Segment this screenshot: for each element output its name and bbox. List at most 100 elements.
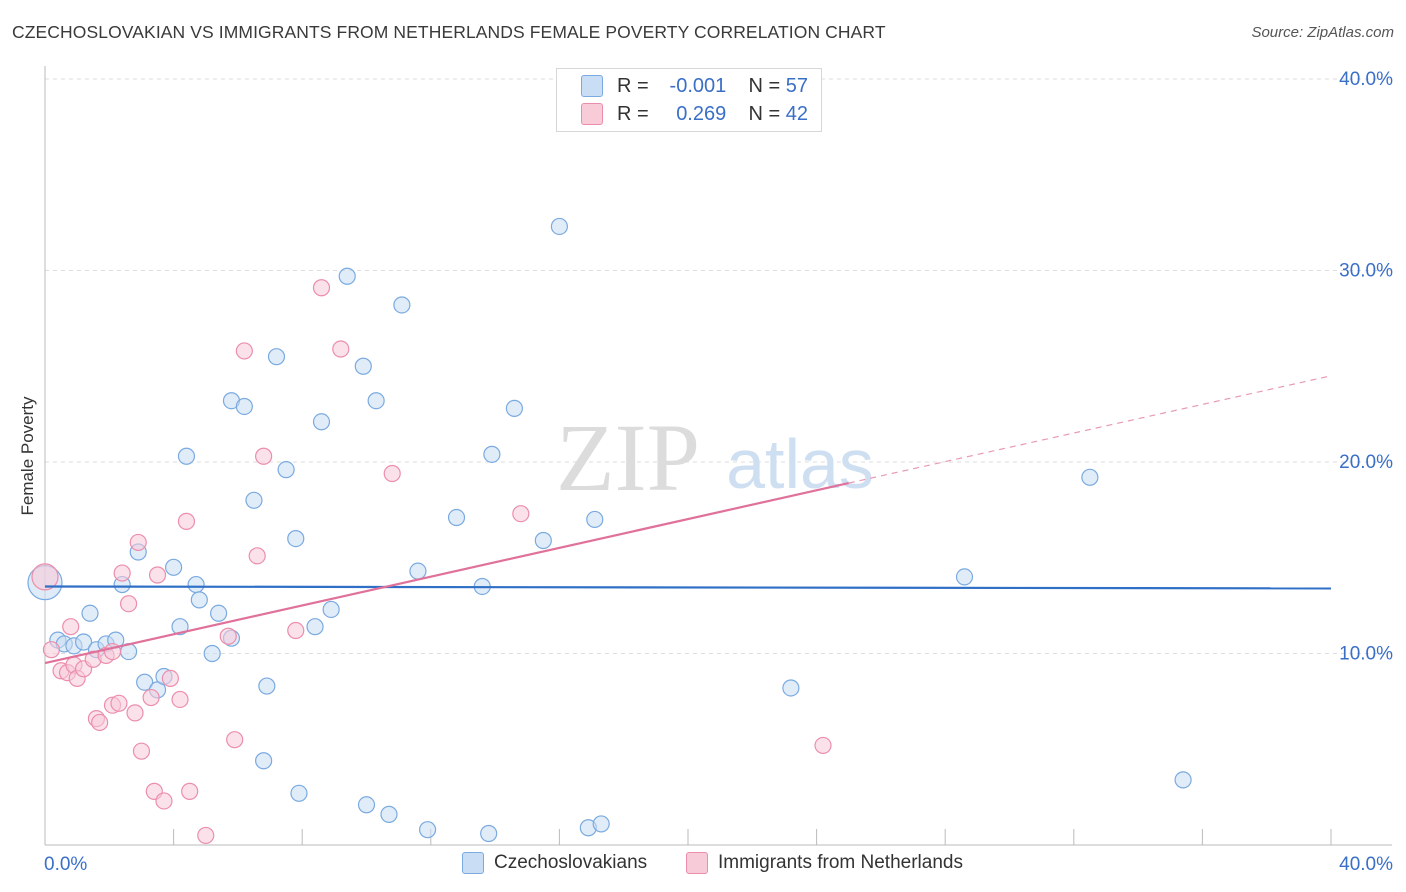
data-point-czechoslovakians [534, 531, 552, 550]
data-point-czechoslovakians [380, 805, 398, 823]
data-point-czechoslovakians [955, 568, 974, 586]
data-point-netherlands [235, 342, 253, 360]
watermark: ZIP atlas [556, 404, 874, 511]
legend-n-label: N = [748, 102, 781, 125]
data-point-netherlands [161, 669, 179, 687]
axes [44, 66, 1392, 846]
y-tick-label: 40.0% [1339, 69, 1393, 90]
watermark-atlas: atlas [726, 425, 874, 503]
data-point-netherlands [113, 564, 131, 582]
data-point-czechoslovakians [258, 677, 276, 695]
data-point-czechoslovakians [354, 357, 372, 375]
tick-labels: 10.0% 20.0% 30.0% 40.0% 0.0% 40.0% [44, 69, 1393, 875]
data-point-czechoslovakians [306, 618, 324, 636]
data-point-czechoslovakians [136, 673, 154, 691]
legend-item-netherlands[interactable]: Immigrants from Netherlands [686, 852, 963, 874]
legend-n-value: 42 [785, 102, 808, 125]
series-legend: Czechoslovakians Immigrants from Netherl… [0, 852, 1406, 876]
data-point-netherlands [119, 595, 138, 613]
legend-r-value: 0.269 [676, 102, 727, 125]
legend-r-value: -0.001 [669, 74, 727, 97]
data-point-czechoslovakians [322, 600, 340, 619]
data-point-czechoslovakians [210, 604, 228, 622]
data-point-czechoslovakians [277, 461, 295, 479]
data-point-netherlands [197, 826, 215, 845]
data-point-czechoslovakians [171, 618, 189, 636]
watermark-zip: ZIP [556, 404, 700, 511]
data-point-netherlands [91, 713, 109, 732]
legend-r-label: R = [617, 74, 649, 97]
legend-swatch-blue [581, 75, 603, 97]
chart-title: CZECHOSLOVAKIAN VS IMMIGRANTS FROM NETHE… [12, 22, 886, 42]
data-point-czechoslovakians [267, 348, 286, 366]
data-point-netherlands [219, 627, 237, 645]
data-point-czechoslovakians [483, 445, 501, 463]
data-point-czechoslovakians [187, 575, 205, 594]
y-tick-label: 30.0% [1339, 261, 1393, 282]
trend-lines [44, 375, 1332, 665]
data-point-czechoslovakians [165, 558, 183, 576]
data-point-czechoslovakians [74, 633, 93, 651]
data-point-czechoslovakians [190, 591, 208, 609]
trend-line-netherlands [44, 481, 849, 665]
data-point-netherlands [142, 688, 160, 707]
data-point-czechoslovakians [367, 392, 385, 410]
data-point-czechoslovakians [586, 510, 604, 529]
data-point-czechoslovakians [592, 815, 610, 833]
trend-line-czechoslovakians [44, 585, 1332, 590]
data-point-czechoslovakians [81, 604, 99, 622]
data-point-netherlands [226, 731, 244, 749]
data-point-netherlands [312, 279, 331, 297]
data-point-netherlands [42, 641, 61, 659]
source-label: Source: ZipAtlas.com [1251, 24, 1394, 41]
legend-swatch-blue [462, 852, 484, 874]
legend-item-label: Czechoslovakians [494, 852, 648, 873]
data-point-netherlands [148, 566, 167, 584]
data-point-czechoslovakians [1174, 771, 1192, 789]
data-point-netherlands [132, 742, 151, 760]
data-point-czechoslovakians [505, 399, 523, 417]
legend-swatch-pink [581, 103, 603, 125]
data-point-czechoslovakians [409, 562, 427, 580]
legend-item-czechoslovakians[interactable]: Czechoslovakians [462, 852, 647, 874]
data-point-netherlands [171, 690, 189, 709]
data-point-netherlands [383, 464, 401, 483]
data-point-netherlands [177, 512, 196, 530]
data-point-netherlands [248, 547, 266, 565]
x-tick-label: 40.0% [1339, 854, 1393, 875]
data-point-netherlands [126, 704, 144, 722]
data-point-netherlands [62, 618, 80, 636]
data-point-czechoslovakians [357, 796, 376, 814]
trend-line-netherlands-extrapolated [848, 375, 1332, 484]
grid-lines [45, 78, 1392, 654]
legend-n-value: 57 [785, 74, 808, 97]
data-point-czechoslovakians [312, 413, 331, 431]
data-point-czechoslovakians [235, 397, 253, 416]
data-point-netherlands [110, 694, 128, 712]
data-point-netherlands [287, 621, 305, 640]
data-point-czechoslovakians [1081, 468, 1099, 486]
data-point-czechoslovakians [255, 752, 273, 770]
legend-item-label: Immigrants from Netherlands [718, 852, 963, 873]
legend-n-label: N = [748, 74, 781, 97]
data-point-czechoslovakians [782, 679, 800, 697]
x-tick-label: 0.0% [44, 854, 87, 875]
legend-r-label: R = [617, 102, 649, 125]
data-point-czechoslovakians [550, 217, 569, 236]
data-point-czechoslovakians [447, 508, 466, 527]
data-point-netherlands [129, 533, 147, 552]
data-point-czechoslovakians [287, 529, 305, 548]
data-point-netherlands [155, 792, 173, 810]
data-point-netherlands [332, 340, 350, 358]
data-point-czechoslovakians [290, 784, 308, 802]
data-point-czechoslovakians [203, 644, 221, 663]
correlation-legend: R = -0.001 N = 57 R = 0.269 N = 42 [556, 68, 822, 132]
data-point-czechoslovakians [245, 491, 263, 509]
y-tick-label: 10.0% [1339, 644, 1393, 665]
data-point-netherlands [255, 447, 273, 465]
data-point-czechoslovakians [480, 824, 498, 843]
legend-swatch-pink [686, 852, 708, 874]
data-point-netherlands [181, 782, 199, 800]
data-point-netherlands [31, 563, 59, 591]
